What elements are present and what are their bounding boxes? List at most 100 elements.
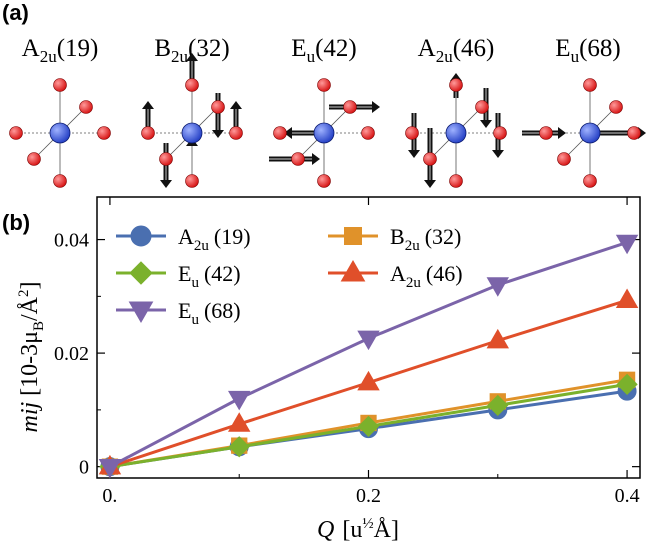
data-point [357, 370, 380, 391]
legend-entry: B2u (32) [328, 224, 461, 254]
y-axis-title: mij [10-3μB/Å2] [16, 281, 47, 432]
mode-symbol: A [22, 35, 40, 62]
x-axis-sup: ½ [362, 516, 373, 532]
displacement-arrow [269, 153, 320, 165]
ligand-atom-left [273, 126, 287, 140]
data-point [357, 415, 380, 437]
data-point [487, 394, 509, 416]
y-tick-label: 0.02 [54, 343, 89, 365]
mode-label: Eu(68) [555, 35, 620, 66]
ligand-atom-back [79, 100, 93, 114]
molecule-2 [141, 53, 243, 188]
center-atom [313, 122, 335, 144]
legend-entry: A2u (19) [116, 224, 251, 254]
legend-label: A2u (19) [178, 224, 251, 254]
molecule-5 [522, 78, 646, 188]
y-axis-mid: /Å [17, 296, 43, 321]
series-3 [98, 288, 639, 475]
mode-subscript: u [571, 47, 580, 66]
ligand-atom-bottom [449, 174, 463, 188]
ligand-atom-front [27, 152, 41, 166]
mode-frequency: (46) [453, 35, 495, 62]
data-point [228, 436, 250, 458]
data-point [486, 328, 509, 349]
legend-frequency: (42) [204, 261, 241, 286]
legend-marker [128, 301, 154, 324]
ligand-atom-right [361, 126, 375, 140]
y-axis-var: mij [17, 402, 43, 433]
mode-frequency: (42) [315, 35, 357, 62]
ligand-atom-bottom [185, 174, 199, 188]
legend-frequency: (32) [425, 224, 462, 249]
panel-a-label: (a) [2, 0, 29, 25]
mode-label: A2u(46) [418, 35, 495, 66]
x-axis-end: Å] [374, 517, 399, 543]
legend-subscript: 2u [194, 238, 210, 254]
ligand-atom-top [317, 78, 331, 92]
mode-symbol: E [291, 35, 306, 62]
mode-subscript: 2u [40, 47, 58, 66]
ligand-atom-bottom [53, 174, 67, 188]
data-point [615, 234, 639, 255]
series-4 [98, 234, 639, 479]
legend-label: A2u (46) [390, 261, 463, 291]
x-tick-label: 0. [102, 485, 117, 507]
mode-label: Eu(42) [291, 35, 356, 66]
y-axis-end: ] [17, 281, 43, 289]
legend-symbol: E [178, 261, 191, 286]
legend-symbol: A [390, 261, 406, 286]
ligand-atom-right [229, 126, 243, 140]
ligand-atom-left [405, 126, 419, 140]
ligand-atom-right [97, 126, 111, 140]
data-point [228, 412, 251, 432]
mode-symbol: B [154, 35, 171, 62]
ligand-atom-right [493, 126, 507, 140]
data-point [486, 277, 509, 297]
ligand-atom-back [609, 100, 623, 114]
displacement-arrow [284, 127, 314, 139]
ligand-atom-back [343, 100, 357, 114]
legend-entry: A2u (46) [328, 259, 463, 291]
legend-symbol: B [390, 224, 405, 249]
mode-frequency: (68) [579, 35, 621, 62]
center-atom [579, 122, 601, 144]
ligand-atom-front [557, 152, 571, 166]
x-tick-label: 0.4 [615, 485, 640, 507]
molecule-3 [269, 78, 380, 188]
mode-subscript: u [307, 47, 316, 66]
ligand-atom-back [475, 100, 489, 114]
y-axis-title-group: mij [10-3μB/Å2] [16, 281, 47, 432]
x-axis-title: Q [u½Å] [317, 516, 399, 543]
legend-entry: Eu (42) [116, 261, 241, 291]
mode-symbol: E [555, 35, 570, 62]
ligand-atom-front [291, 152, 305, 166]
data-point [98, 458, 122, 479]
mode-frequency: (19) [57, 35, 99, 62]
ligand-atom-top [449, 78, 463, 92]
axis-ticks: 0. 0.2 0.4 0 0.02 0.04 [54, 197, 640, 507]
legend-frequency: (46) [426, 261, 463, 286]
ligand-atom-back [211, 100, 225, 114]
legend-symbol: A [178, 224, 194, 249]
y-tick-label: 0 [79, 457, 89, 479]
legend-symbol: E [178, 298, 191, 323]
ligand-atom-top [583, 78, 597, 92]
center-atom [49, 122, 71, 144]
data-series [98, 234, 639, 479]
legend-subscript: 2u [405, 238, 421, 254]
ligand-atom-front [423, 152, 437, 166]
x-axis-unit: [u [342, 517, 362, 543]
legend-marker [340, 259, 366, 282]
mode-subscript: 2u [436, 47, 454, 66]
ligand-atom-bottom [583, 174, 597, 188]
legend-marker [130, 225, 152, 247]
molecule-diagrams [9, 53, 646, 188]
mode-labels: A2u(19) B2u(32) Eu(42) A2u(46) Eu(68) [22, 35, 621, 66]
ligand-atom-top [53, 78, 67, 92]
legend-subscript: u [191, 275, 199, 291]
data-point [357, 330, 380, 351]
mode-symbol: A [418, 35, 436, 62]
center-atom [181, 122, 203, 144]
y-tick-label: 0.04 [54, 230, 89, 252]
